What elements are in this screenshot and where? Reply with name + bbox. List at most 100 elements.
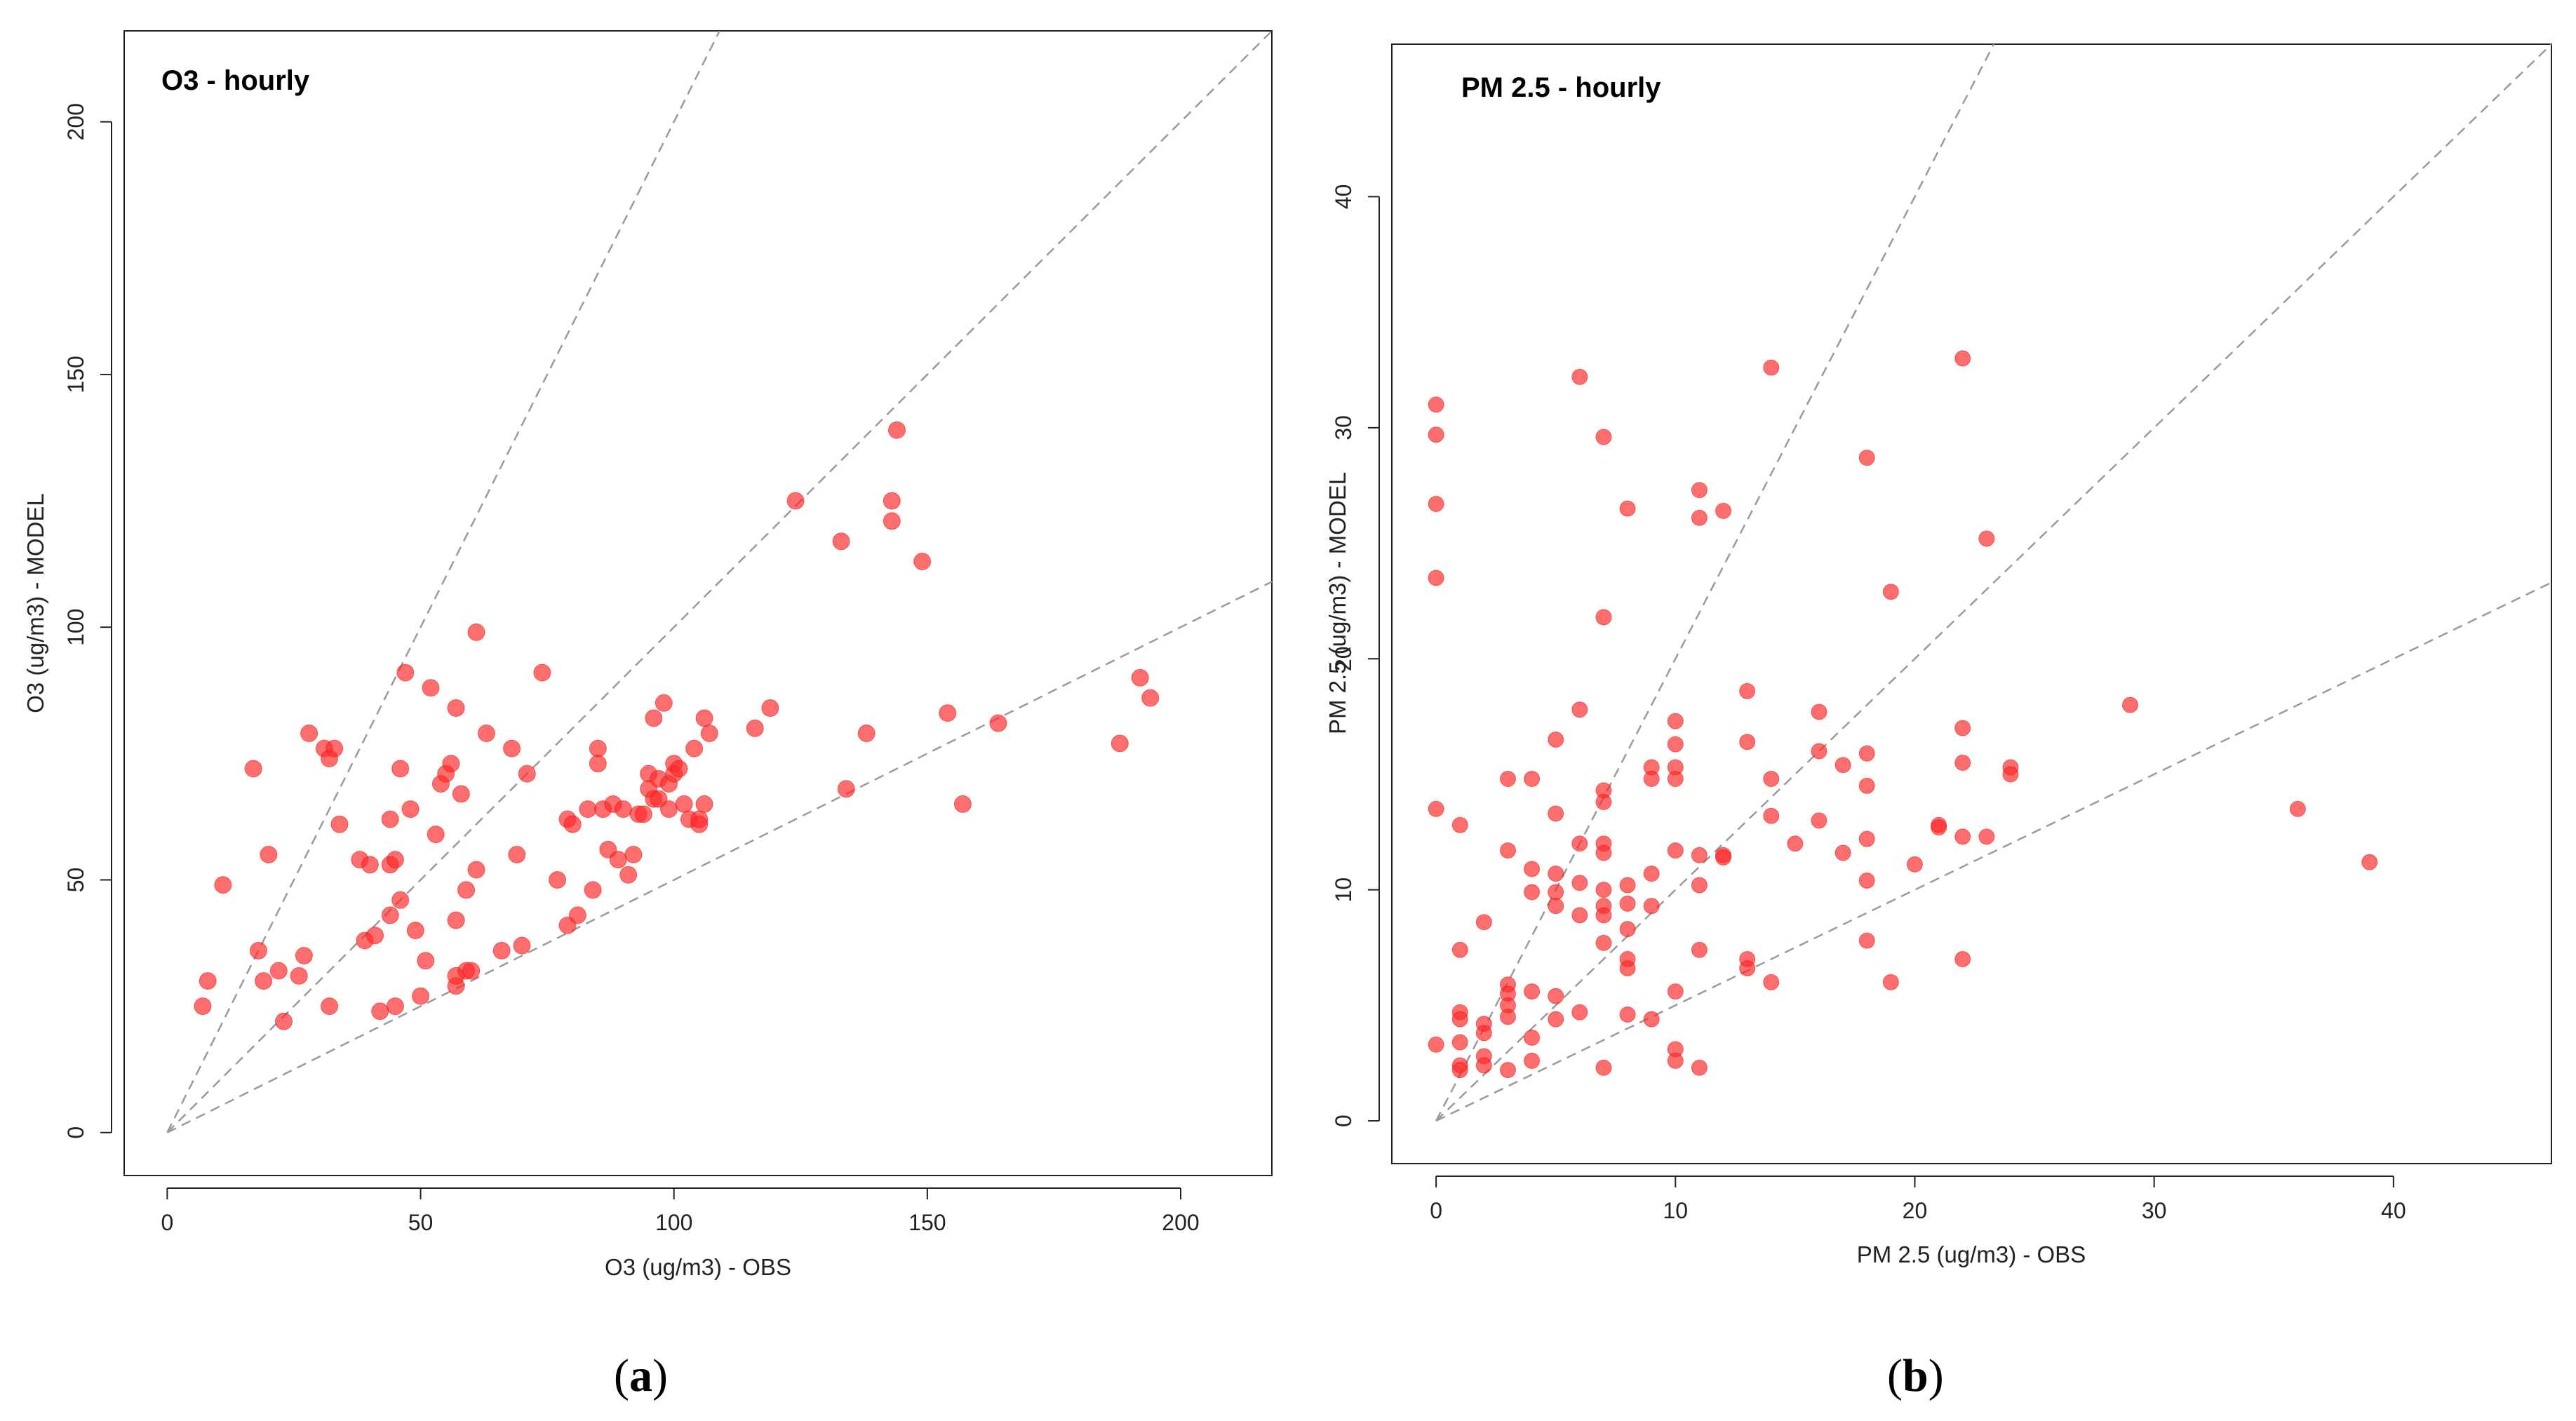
data-point (1428, 570, 1444, 586)
data-point (1571, 875, 1588, 891)
y-axis-label-b: PM 2.5 (ug/m3) - MODEL (1324, 472, 1350, 734)
data-point (1691, 509, 1708, 526)
data-point (1499, 1062, 1516, 1079)
data-point (533, 664, 551, 682)
chart-title-b: PM 2.5 - hourly (1461, 72, 1661, 103)
data-point (386, 997, 404, 1016)
data-point (1451, 1011, 1468, 1028)
data-point (563, 815, 582, 833)
data-points-a (194, 421, 1160, 1030)
data-point (1715, 849, 1732, 866)
data-point (1428, 1036, 1444, 1053)
data-point (391, 891, 410, 909)
data-point (1667, 983, 1684, 1000)
data-point (1691, 1059, 1708, 1076)
data-point (832, 532, 850, 551)
data-point (2002, 766, 2019, 783)
reference-line-slope-0_5 (1435, 581, 2551, 1122)
data-point (634, 805, 652, 823)
reference-line-slope-2 (166, 31, 720, 1133)
data-point (1667, 736, 1684, 753)
data-point (1739, 734, 1756, 750)
data-point (1954, 754, 1971, 771)
panel-caption-letter-b: b (1903, 1350, 1928, 1401)
data-point (589, 739, 607, 757)
data-point (467, 861, 485, 879)
data-point (1548, 866, 1564, 882)
data-point (508, 845, 526, 863)
data-point (1595, 429, 1612, 445)
data-point (492, 941, 511, 959)
data-point (255, 972, 273, 990)
reference-line-slope-0_5 (166, 581, 1272, 1133)
data-point (1571, 701, 1588, 718)
data-point (513, 936, 531, 955)
data-point (1475, 914, 1492, 931)
data-point (939, 704, 957, 722)
y-tick-label: 0 (1331, 1114, 1356, 1127)
data-point (1954, 950, 1971, 967)
data-point (275, 1012, 293, 1030)
data-point (1451, 941, 1468, 958)
data-point (1858, 745, 1875, 762)
data-point (1548, 732, 1564, 748)
data-point (1739, 682, 1756, 699)
data-point (1858, 830, 1875, 847)
data-point (1811, 812, 1827, 829)
y-tick-label: 20 (1331, 646, 1356, 671)
data-point (1111, 734, 1129, 753)
data-point (249, 941, 267, 959)
y-tick-label: 200 (63, 103, 88, 140)
data-point (386, 851, 404, 869)
data-point (1787, 835, 1804, 852)
data-point (214, 876, 232, 894)
data-point (589, 755, 607, 773)
data-point (366, 927, 384, 945)
data-point (457, 881, 476, 899)
data-point (396, 664, 415, 682)
data-point (1428, 426, 1444, 443)
y-tick-label: 40 (1331, 184, 1356, 210)
data-point (300, 725, 318, 743)
data-point (1978, 828, 1995, 845)
data-point (624, 845, 643, 863)
data-point (1858, 450, 1875, 466)
data-point (1451, 816, 1468, 833)
data-point (260, 845, 278, 863)
data-point (1499, 842, 1516, 859)
data-point (584, 881, 602, 899)
data-point (837, 780, 855, 798)
plot-frame-a (123, 30, 1273, 1176)
data-point (1141, 689, 1160, 707)
chart-panel-a: 0 50 100 150 200 0 50 100 150 200 O3 - hourly O3… (22, 30, 1273, 1401)
chart-panel-b: 0 10 20 30 40 0 10 20 30 40 PM 2.5 - hourly PM 2… (1324, 43, 2552, 1401)
data-point (1882, 584, 1899, 600)
reference-lines-b (1435, 44, 2551, 1122)
data-point (1619, 960, 1636, 977)
data-point (655, 694, 673, 712)
data-point (467, 623, 485, 641)
y-tick-label: 50 (63, 868, 88, 893)
x-axis-label-a: O3 (ug/m3) - OBS (605, 1254, 791, 1280)
data-point (1954, 828, 1971, 845)
data-point (1548, 1011, 1564, 1028)
y-tick-label: 100 (63, 609, 88, 646)
x-tick-label: 20 (1903, 1198, 1928, 1223)
data-point (2361, 854, 2378, 870)
data-point (194, 997, 212, 1016)
data-point (1619, 895, 1636, 912)
data-point (381, 810, 399, 828)
data-point (1571, 1004, 1588, 1021)
x-tick-label: 150 (908, 1210, 946, 1235)
data-point (1595, 907, 1612, 924)
y-axis-b: 0 10 20 30 40 (1331, 184, 1380, 1127)
data-point (1834, 844, 1851, 861)
x-tick-label: 30 (2142, 1198, 2167, 1223)
data-point (549, 870, 567, 889)
data-point (1595, 793, 1612, 810)
data-point (1524, 884, 1541, 901)
data-point (290, 967, 308, 985)
data-point (462, 962, 481, 980)
data-point (1619, 921, 1636, 938)
y-tick-label: 30 (1331, 415, 1356, 440)
